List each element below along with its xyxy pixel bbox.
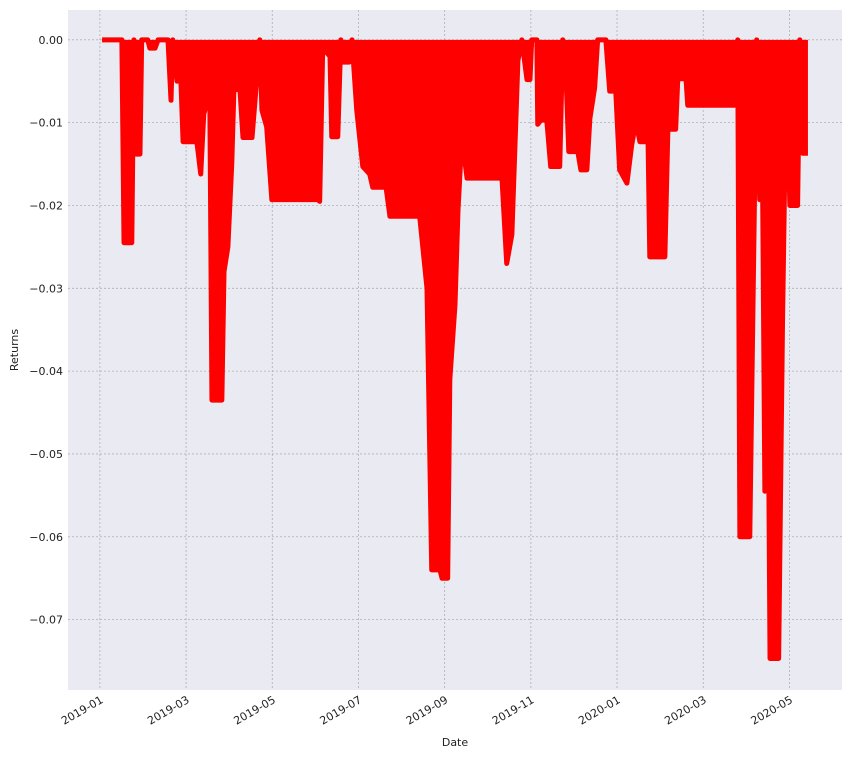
y-tick-label: −0.02 — [29, 199, 63, 212]
x-axis-label: Date — [442, 736, 469, 749]
line — [102, 37, 808, 662]
y-tick-label: −0.05 — [29, 448, 63, 461]
x-tick-label: 2020-03 — [662, 693, 708, 727]
x-tick-label: 2019-11 — [490, 693, 536, 727]
x-tick-label: 2019-03 — [145, 693, 191, 727]
y-tick-label: −0.06 — [29, 531, 63, 544]
y-tick-label: −0.01 — [29, 117, 63, 130]
y-axis-label: Returns — [8, 329, 21, 372]
x-tick-label: 2019-01 — [59, 693, 105, 727]
y-tick-label: −0.03 — [29, 282, 63, 295]
y-tick-label: −0.07 — [29, 614, 63, 627]
x-tick-label: 2019-05 — [231, 693, 277, 727]
x-tick-label: 2019-07 — [318, 693, 364, 727]
marks — [102, 37, 808, 662]
x-tick-label: 2020-01 — [576, 693, 622, 727]
x-tick-label: 2020-05 — [749, 693, 795, 727]
y-tick-label: 0.00 — [39, 34, 64, 47]
x-tick-label: 2019-09 — [404, 693, 450, 727]
y-tick-label: −0.04 — [29, 365, 63, 378]
area — [102, 39, 808, 659]
